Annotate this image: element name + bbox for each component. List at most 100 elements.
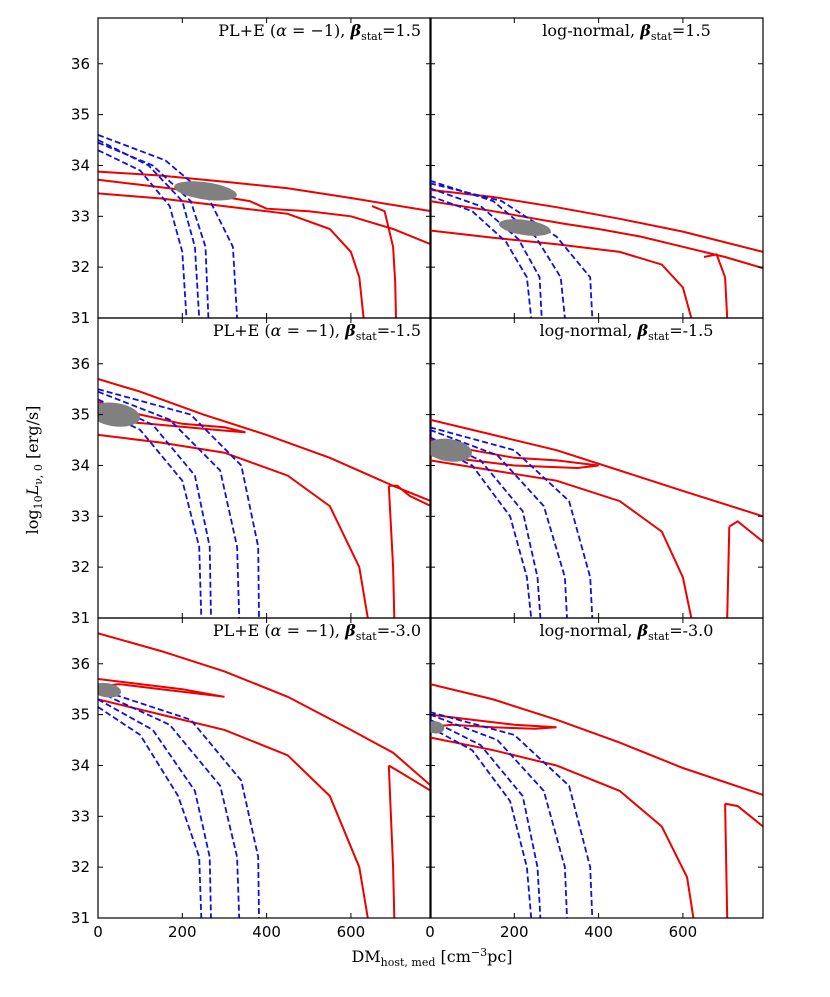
y-tick-label: 36 xyxy=(71,655,90,673)
y-tick-label: 33 xyxy=(71,807,90,825)
best-fit-region xyxy=(98,402,140,427)
panel-frame xyxy=(97,17,432,319)
panel-frame xyxy=(97,617,432,919)
x-axis-label: DMhost, med [cm−3pc] xyxy=(351,946,512,969)
axis-labels: DMhost, med [cm−3pc] log10Lν, 0 [erg/s] xyxy=(23,406,513,969)
plot-area xyxy=(98,378,431,618)
y-tick-label: 36 xyxy=(71,355,90,373)
blue-contour-2 xyxy=(430,436,542,618)
y-tick-label: 35 xyxy=(71,706,90,724)
best-fit-region xyxy=(430,721,445,734)
x-tick-label: 400 xyxy=(252,923,281,941)
best-fit-region xyxy=(430,438,472,462)
panel-3: 31 32 33 34 35 36 PL+E (α = −1), βstat=-1.5 xyxy=(71,317,432,627)
red-contour-4 xyxy=(724,802,763,828)
y-tick-label: 32 xyxy=(71,858,90,876)
red-contour-5 xyxy=(726,526,731,618)
panel-2: log-normal, βstat=1.5 xyxy=(429,17,764,319)
red-contour-2 xyxy=(98,400,246,434)
x-tick-label: 0 xyxy=(93,923,103,941)
panel-5: 0 200 400 600 31 32 33 34 35 36 PL+E (α = −1), βst… xyxy=(71,617,432,941)
blue-contour-4 xyxy=(430,182,594,318)
red-contour-5 xyxy=(724,803,729,918)
blue-contour-2 xyxy=(98,698,212,918)
blue-contour-1 xyxy=(430,444,533,618)
red-contour-3 xyxy=(98,192,365,318)
y-axis-label: log10Lν, 0 [erg/s] xyxy=(23,406,45,535)
red-contour-2 xyxy=(98,678,225,698)
red-contour-5 xyxy=(387,765,396,918)
panel-title: PL+E (α = −1), βstat=-1.5 xyxy=(213,321,421,343)
blue-contour-4 xyxy=(430,426,594,618)
y-tick-label: 34 xyxy=(71,456,90,474)
blue-contour-2 xyxy=(98,398,212,618)
best-fit-region xyxy=(98,682,122,698)
y-tick-label: 33 xyxy=(71,507,90,525)
blue-contour-3 xyxy=(98,134,238,318)
y-tick-label: 34 xyxy=(71,156,90,174)
blue-contour-4 xyxy=(430,711,594,918)
blue-contour-4 xyxy=(98,688,260,918)
red-contour-3 xyxy=(98,698,369,918)
y-tick-label: 31 xyxy=(71,309,90,327)
red-contour-1 xyxy=(98,632,431,787)
panel-4: log-normal, βstat=-1.5 xyxy=(429,317,764,619)
panel-6: 0 200 400 600 log-normal, βstat=-3.0 xyxy=(425,617,764,941)
y-tick-label: 33 xyxy=(71,207,90,225)
blue-contour-3 xyxy=(430,713,568,918)
blue-contour-1 xyxy=(430,726,533,918)
red-contour-4 xyxy=(703,253,729,318)
x-tick-label: 200 xyxy=(168,923,197,941)
panel-title: log-normal, βstat=-3.0 xyxy=(540,621,714,643)
blue-contour-3 xyxy=(430,187,543,318)
blue-contour-2 xyxy=(98,139,201,318)
blue-contour-3 xyxy=(430,429,568,618)
red-contour-5 xyxy=(387,485,396,618)
red-contour-2 xyxy=(430,439,599,470)
y-tick-label: 34 xyxy=(71,756,90,774)
plot-area xyxy=(98,134,431,318)
red-contour-4 xyxy=(388,764,431,792)
y-tick-label: 31 xyxy=(71,909,90,927)
red-contour-2 xyxy=(430,200,763,270)
panel-grid: 31 32 33 34 35 36 PL+E (α = −1), βstat=1.5 log-… xyxy=(71,17,764,941)
red-contour-1 xyxy=(98,170,431,213)
blue-contour-4 xyxy=(98,141,210,318)
red-contour-1 xyxy=(430,683,763,796)
plot-area xyxy=(430,418,763,618)
panel-title: log-normal, βstat=1.5 xyxy=(542,21,711,43)
x-tick-label: 600 xyxy=(669,923,698,941)
blue-contour-2 xyxy=(430,718,542,918)
panel-title: PL+E (α = −1), βstat=-3.0 xyxy=(213,621,421,643)
x-tick-label: 200 xyxy=(500,923,529,941)
y-tick-label: 32 xyxy=(71,558,90,576)
y-tick-label: 31 xyxy=(71,609,90,627)
plot-area xyxy=(430,179,763,318)
red-contour-3 xyxy=(430,229,693,318)
blue-contour-3 xyxy=(98,390,241,618)
red-contour-1 xyxy=(430,188,763,253)
y-tick-label: 35 xyxy=(71,106,90,124)
red-contour-1 xyxy=(430,418,763,518)
panel-title: PL+E (α = −1), βstat=1.5 xyxy=(218,21,421,43)
x-tick-label: 0 xyxy=(425,923,435,941)
blue-contour-3 xyxy=(98,690,241,918)
panel-frame xyxy=(429,617,764,919)
red-contour-2 xyxy=(98,178,431,246)
panel-frame xyxy=(429,17,764,319)
x-tick-label: 600 xyxy=(337,923,366,941)
blue-contour-1 xyxy=(98,706,203,918)
y-tick-label: 36 xyxy=(71,55,90,73)
plot-area xyxy=(430,683,763,918)
blue-contour-1 xyxy=(98,149,188,318)
red-contour-3 xyxy=(430,459,693,618)
blue-contour-1 xyxy=(430,195,533,318)
blue-contour-4 xyxy=(98,388,260,618)
x-tick-label: 400 xyxy=(584,923,613,941)
plot-area xyxy=(98,632,431,918)
best-fit-region xyxy=(498,219,551,236)
y-tick-label: 35 xyxy=(71,406,90,424)
red-contour-4 xyxy=(371,205,397,318)
panel-title: log-normal, βstat=-1.5 xyxy=(540,321,714,343)
